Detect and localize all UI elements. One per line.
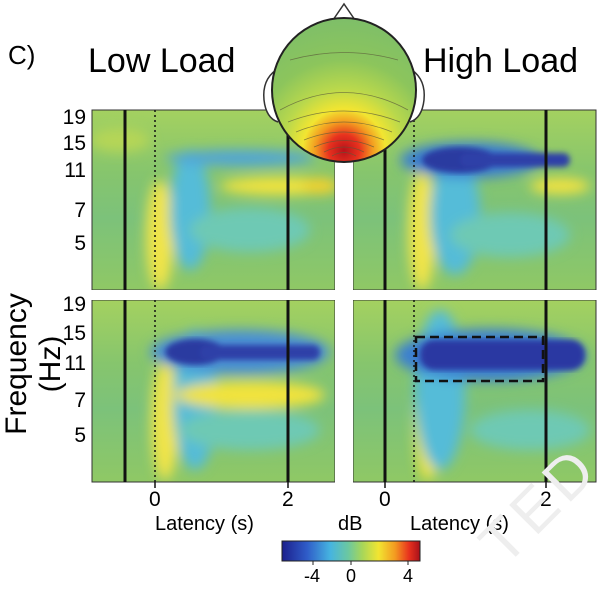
xtick-low-0: 0 — [149, 488, 161, 511]
x-axis-label-high: Latency (s) — [410, 513, 509, 535]
scalp-topography — [263, 2, 425, 163]
map-low-load-top — [92, 110, 335, 290]
ytick-bottom-15: 15 — [62, 322, 86, 345]
ytick-top-15: 15 — [62, 132, 86, 155]
ytick-top-19: 19 — [62, 106, 86, 129]
low-load-title: Low Load — [88, 42, 236, 80]
map-low-load-bottom — [92, 300, 335, 482]
ytick-bottom-11: 11 — [64, 352, 86, 375]
colorbar-tick-4: 4 — [403, 566, 414, 586]
ytick-top-7: 7 — [74, 199, 86, 222]
colorbar-tick-0: 0 — [346, 566, 357, 586]
colorbar-tick-neg4: -4 — [304, 566, 321, 586]
colorbar — [281, 540, 421, 562]
panel-label: C) — [8, 40, 36, 70]
xtick-high-0: 0 — [379, 488, 391, 511]
ytick-bottom-7: 7 — [74, 389, 86, 412]
colorbar-label: dB — [338, 513, 363, 535]
xtick-high-2: 2 — [540, 488, 552, 511]
xtick-low-2: 2 — [282, 488, 294, 511]
ytick-bottom-5: 5 — [74, 424, 86, 447]
ytick-top-5: 5 — [74, 232, 86, 255]
ytick-bottom-19: 19 — [62, 293, 86, 316]
roi-dashed-box — [414, 335, 545, 383]
x-axis-label-low: Latency (s) — [155, 513, 254, 535]
ytick-top-11: 11 — [64, 159, 86, 182]
high-load-title: High Load — [423, 42, 579, 80]
map-high-load-bottom — [353, 300, 596, 482]
